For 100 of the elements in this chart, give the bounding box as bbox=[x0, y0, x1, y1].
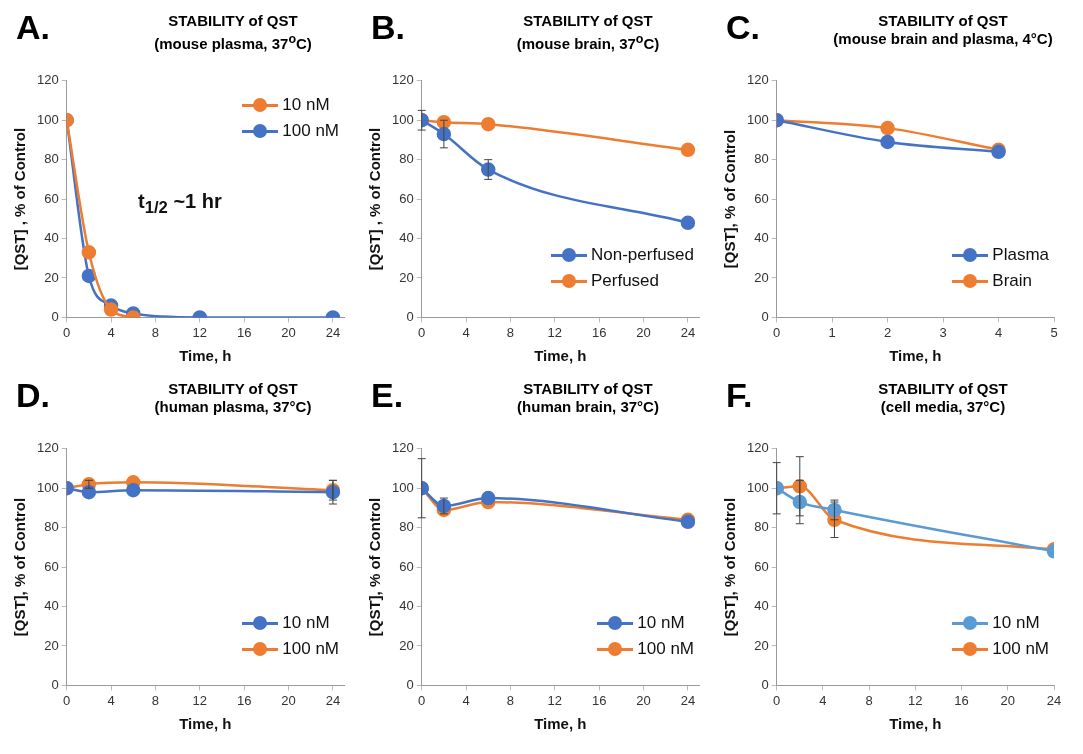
x-tick-label: 1 bbox=[828, 324, 836, 340]
x-tick-label: 8 bbox=[151, 692, 160, 708]
y-tick-label: 20 bbox=[754, 269, 769, 285]
y-tick-label: 100 bbox=[746, 111, 769, 127]
chart-title: STABILITY of QST bbox=[522, 380, 654, 398]
x-tick-label: 16 bbox=[954, 692, 969, 708]
x-axis-title: Time, h bbox=[889, 347, 942, 365]
y-axis-title: [QST] , % of Control bbox=[11, 127, 29, 271]
y-tick-label: 60 bbox=[399, 190, 414, 206]
x-tick-label: 4 bbox=[462, 324, 470, 340]
x-tick-label: 0 bbox=[418, 692, 426, 708]
y-tick-label: 100 bbox=[391, 111, 414, 127]
y-tick-label: 100 bbox=[36, 111, 59, 127]
text: B. bbox=[371, 8, 405, 47]
legend-label: 100 nM bbox=[637, 639, 694, 659]
x-tick-label: 0 bbox=[63, 324, 71, 340]
y-tick-label: 80 bbox=[754, 151, 769, 167]
y-tick-label: 0 bbox=[406, 308, 414, 324]
x-tick-label: 20 bbox=[636, 324, 651, 340]
x-tick-label: 12 bbox=[192, 324, 208, 340]
legend-label: Non-perfused bbox=[590, 245, 694, 265]
y-tick-label: 40 bbox=[44, 598, 59, 614]
chart-title: STABILITY of QST bbox=[167, 12, 299, 30]
y-tick-label: 20 bbox=[754, 637, 769, 653]
y-tick-label: 20 bbox=[399, 269, 414, 285]
y-tick-label: 80 bbox=[44, 519, 59, 535]
x-tick-label: 12 bbox=[192, 692, 208, 708]
chart-subtitle: (mouse plasma, 37$^{o}$C) bbox=[153, 31, 313, 53]
y-tick-label: 0 bbox=[51, 308, 59, 324]
x-tick-label: 8 bbox=[506, 324, 515, 340]
legend-label: 10 nM bbox=[637, 613, 685, 633]
y-tick-label: 20 bbox=[399, 637, 414, 653]
x-tick-label: 8 bbox=[865, 692, 873, 708]
x-axis-title: Time, h bbox=[889, 715, 942, 733]
y-tick-label: 0 bbox=[761, 676, 769, 692]
chart-title: STABILITY of QST bbox=[877, 12, 1009, 30]
legend-label: 10 nM bbox=[282, 613, 330, 633]
y-tick-label: 0 bbox=[51, 676, 59, 692]
y-tick-label: 40 bbox=[44, 230, 59, 246]
x-tick-label: 16 bbox=[236, 692, 252, 708]
y-tick-label: 60 bbox=[399, 558, 414, 574]
chart-subtitle: (human plasma, 37°C) bbox=[153, 398, 313, 416]
chart-subtitle: (cell media, 37°C) bbox=[879, 398, 1007, 416]
x-tick-label: 16 bbox=[236, 324, 252, 340]
y-axis-title: [QST], % of Control bbox=[721, 129, 739, 269]
legend-label: 10 nM bbox=[992, 613, 1040, 633]
x-tick-label: 24 bbox=[325, 692, 341, 708]
x-tick-label: 12 bbox=[908, 692, 923, 708]
legend-label: 100 nM bbox=[992, 639, 1049, 659]
x-tick-label: 4 bbox=[107, 692, 115, 708]
text: A. bbox=[16, 8, 50, 47]
y-tick-label: 80 bbox=[754, 519, 769, 535]
x-tick-label: 20 bbox=[636, 692, 651, 708]
legend-label: 10 nM bbox=[282, 95, 330, 115]
y-tick-label: 120 bbox=[391, 72, 414, 88]
x-tick-label: 24 bbox=[680, 324, 696, 340]
text: C. bbox=[726, 8, 760, 47]
x-tick-label: 4 bbox=[994, 324, 1003, 340]
x-axis-title: Time, h bbox=[534, 347, 587, 365]
y-tick-label: 60 bbox=[754, 190, 769, 206]
y-tick-label: 60 bbox=[44, 190, 59, 206]
text: D. bbox=[16, 376, 50, 415]
y-tick-label: 120 bbox=[36, 440, 59, 456]
y-tick-label: 40 bbox=[399, 598, 414, 614]
annotation: t$_{1/2}$ ~1 hr bbox=[138, 190, 222, 218]
y-tick-label: 40 bbox=[754, 598, 769, 614]
y-tick-label: 40 bbox=[399, 230, 414, 246]
legend-label: Plasma bbox=[992, 245, 1049, 265]
y-tick-label: 80 bbox=[44, 151, 59, 167]
y-tick-label: 80 bbox=[399, 519, 414, 535]
legend-label: 100 nM bbox=[282, 639, 339, 659]
x-tick-label: 0 bbox=[773, 692, 781, 708]
x-tick-label: 20 bbox=[281, 324, 296, 340]
x-tick-label: 3 bbox=[939, 324, 947, 340]
y-tick-label: 0 bbox=[761, 308, 769, 324]
y-tick-label: 100 bbox=[36, 479, 59, 495]
legend-label: 100 nM bbox=[282, 121, 339, 141]
y-tick-label: 100 bbox=[746, 479, 769, 495]
chart-title: STABILITY of QST bbox=[877, 380, 1009, 398]
x-tick-label: 8 bbox=[151, 324, 160, 340]
y-tick-label: 20 bbox=[44, 269, 59, 285]
x-tick-label: 4 bbox=[462, 692, 470, 708]
y-tick-label: 60 bbox=[754, 558, 769, 574]
x-tick-label: 12 bbox=[547, 324, 563, 340]
x-tick-label: 16 bbox=[591, 324, 607, 340]
x-tick-label: 20 bbox=[1000, 692, 1016, 708]
y-tick-label: 100 bbox=[391, 479, 414, 495]
x-tick-label: 0 bbox=[63, 692, 71, 708]
y-tick-label: 40 bbox=[754, 230, 769, 246]
chart-subtitle: (human brain, 37°C) bbox=[516, 398, 660, 416]
x-tick-label: 5 bbox=[1050, 324, 1058, 340]
x-tick-label: 24 bbox=[680, 692, 696, 708]
x-tick-label: 24 bbox=[325, 324, 341, 340]
y-tick-label: 120 bbox=[746, 72, 769, 88]
chart-title: STABILITY of QST bbox=[522, 12, 654, 30]
y-tick-label: 0 bbox=[406, 676, 414, 692]
y-axis-title: [QST], % of Control bbox=[11, 497, 29, 637]
y-tick-label: 120 bbox=[391, 440, 414, 456]
x-axis-title: Time, h bbox=[534, 715, 587, 733]
y-tick-label: 120 bbox=[36, 72, 59, 88]
